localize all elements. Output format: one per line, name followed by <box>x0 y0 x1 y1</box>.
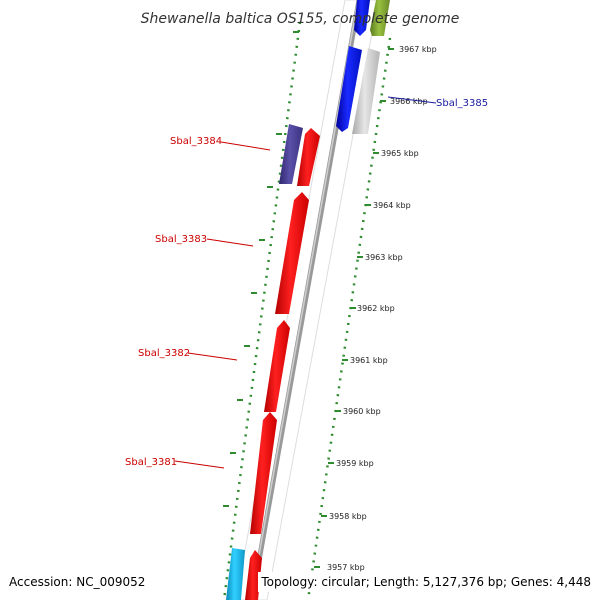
leader-sbal-3383 <box>206 238 254 247</box>
gene-label-sbal-3381[interactable]: Sbal_3381 <box>125 457 177 468</box>
tick-label-3966: 3966 kbp <box>390 97 428 106</box>
leader-sbal-3381 <box>174 460 225 469</box>
genes <box>226 0 390 600</box>
tick-label-3960: 3960 kbp <box>343 407 381 416</box>
gene-cyan-bottom <box>226 548 245 600</box>
gene-label-sbal-3382[interactable]: Sbal_3382 <box>138 348 190 359</box>
gene-olive <box>370 0 390 36</box>
accession-text: Accession: NC_009052 <box>9 575 145 589</box>
tick-label-3964: 3964 kbp <box>373 201 411 210</box>
topology-text: Topology: circular; Length: 5,127,376 bp… <box>260 575 591 589</box>
outer-ring-ticks <box>223 31 299 507</box>
gene-sbal-3385-blue <box>336 46 362 132</box>
gene-sbal-3385-grey <box>352 48 380 134</box>
tick-label-3961: 3961 kbp <box>350 356 388 365</box>
gene-sbal-3384-purple <box>279 124 303 184</box>
gene-red-bottom <box>245 550 262 600</box>
gene-label-sbal-3383[interactable]: Sbal_3383 <box>155 234 207 245</box>
tick-label-3958: 3958 kbp <box>329 512 367 521</box>
gene-sbal-3382 <box>264 320 290 412</box>
tick-label-3967: 3967 kbp <box>399 45 437 54</box>
tick-label-3962: 3962 kbp <box>357 304 395 313</box>
tick-label-3965: 3965 kbp <box>381 149 419 158</box>
dotted-ring-inner <box>306 37 392 600</box>
leader-sbal-3382 <box>187 352 238 361</box>
gene-label-sbal-3384[interactable]: Sbal_3384 <box>170 136 222 147</box>
leader-sbal-3384 <box>220 141 271 151</box>
tick-label-3957: 3957 kbp <box>327 563 365 572</box>
scale-tick-marks <box>314 48 394 568</box>
gene-label-sbal-3385[interactable]: Sbal_3385 <box>436 98 488 109</box>
gene-sbal-3383 <box>275 192 309 314</box>
dotted-ring-outer <box>222 21 302 600</box>
map-title: Shewanella baltica OS155, complete genom… <box>141 11 460 27</box>
scale-tick-labels: 3967 kbp 3966 kbp 3965 kbp 3964 kbp 3963… <box>327 45 437 572</box>
tick-label-3959: 3959 kbp <box>336 459 374 468</box>
leader-sbal-3385 <box>387 96 437 104</box>
gene-sbal-3381 <box>250 412 277 534</box>
gene-blue-top <box>354 0 370 36</box>
tick-label-3963: 3963 kbp <box>365 253 403 262</box>
gene-sbal-3384-red <box>297 128 320 186</box>
footer-topology-bg <box>258 572 598 592</box>
gene-labels: Sbal_3384 Sbal_3383 Sbal_3382 Sbal_3381 … <box>125 96 488 469</box>
